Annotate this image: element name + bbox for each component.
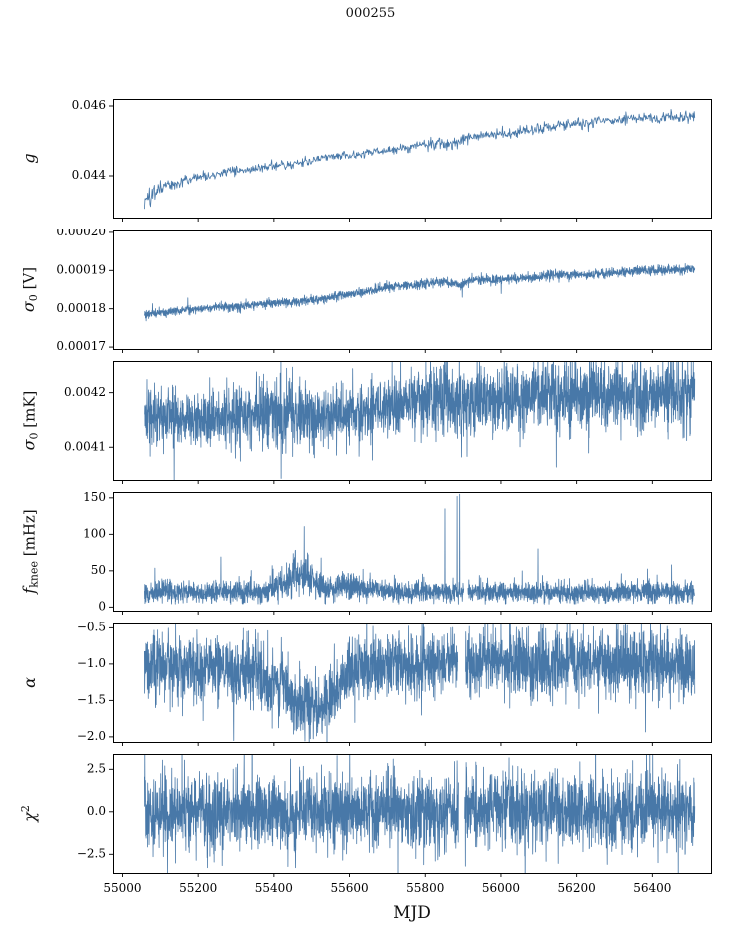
ylabel-superscript: 2 <box>18 805 32 813</box>
y-axis-label-chi2: χ2 <box>2 753 56 874</box>
y-axis-label-alpha: α <box>2 622 56 743</box>
plot-canvas-alpha <box>0 622 741 753</box>
ylabel-unit: [mHz] <box>20 509 39 561</box>
figure-title: 000255 <box>345 6 396 21</box>
plot-canvas-sigma0-v <box>0 229 741 360</box>
ylabel-subscript: knee <box>27 560 41 588</box>
panels-container: g σ0 [V] σ0 [mK] fknee [mHz] α χ2 <box>0 98 741 913</box>
ylabel-unit: [mK] <box>20 390 39 433</box>
panel-chi2: χ2 <box>0 753 741 913</box>
plot-canvas-chi2 <box>0 753 741 913</box>
y-axis-label-sigma0-v: σ0 [V] <box>2 229 56 350</box>
plot-canvas-g <box>0 98 741 229</box>
panel-g: g <box>0 98 741 229</box>
x-axis-label: MJD <box>393 903 431 923</box>
plot-canvas-sigma0-mk <box>0 360 741 491</box>
ylabel-symbol: α <box>19 677 39 688</box>
panel-alpha: α <box>0 622 741 753</box>
plot-canvas-fknee <box>0 491 741 622</box>
ylabel-symbol: σ <box>19 439 39 451</box>
ylabel-subscript: 0 <box>27 432 41 440</box>
y-axis-label-g: g <box>2 98 56 219</box>
panel-sigma0-v: σ0 [V] <box>0 229 741 360</box>
ylabel-symbol: f <box>19 587 39 594</box>
panel-fknee: fknee [mHz] <box>0 491 741 622</box>
ylabel-symbol: σ <box>19 301 39 313</box>
y-axis-label-sigma0-mk: σ0 [mK] <box>2 360 56 481</box>
ylabel-unit: [V] <box>20 266 39 295</box>
y-axis-label-fknee: fknee [mHz] <box>2 491 56 612</box>
ylabel-symbol: g <box>19 153 39 164</box>
ylabel-subscript: 0 <box>27 294 41 302</box>
panel-sigma0-mk: σ0 [mK] <box>0 360 741 491</box>
ylabel-symbol: χ <box>19 812 39 822</box>
